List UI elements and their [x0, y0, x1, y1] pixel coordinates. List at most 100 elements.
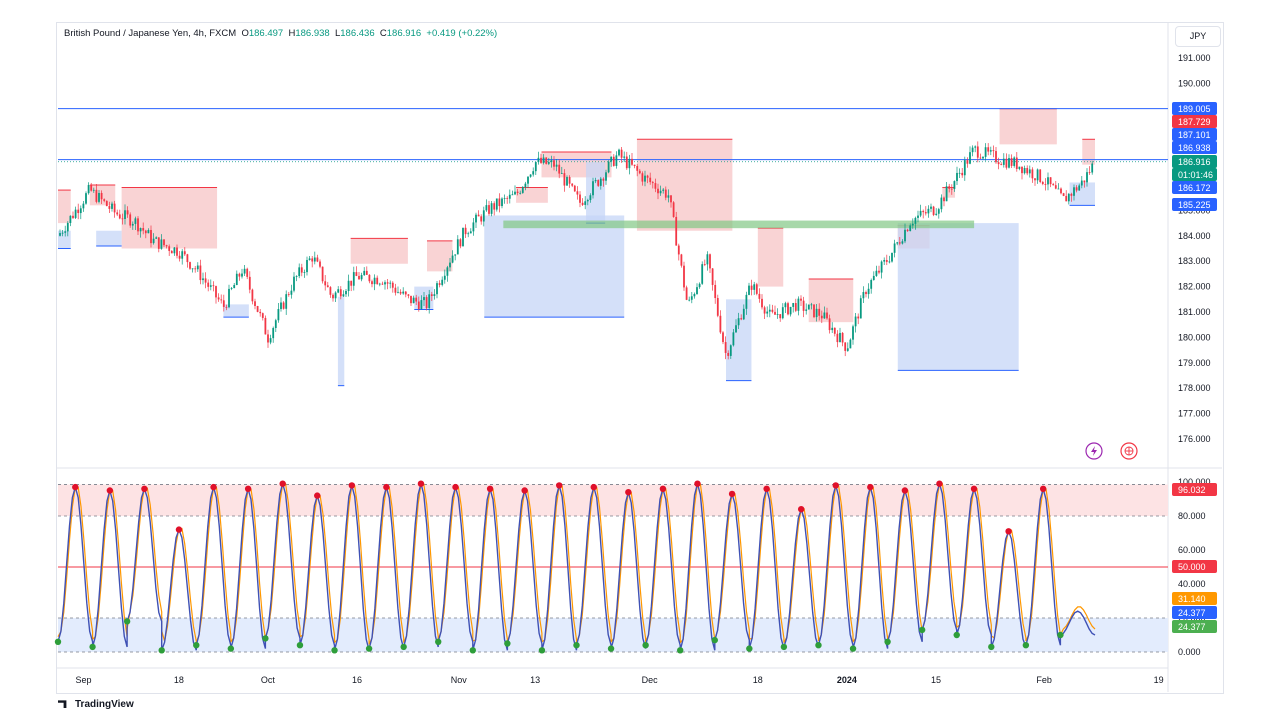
candle-body	[966, 160, 969, 164]
candle-body	[969, 152, 971, 164]
candle-body	[378, 283, 381, 285]
sell-signal-dot	[659, 485, 667, 492]
candle-body	[971, 147, 974, 153]
candle-body	[238, 273, 241, 277]
candle-body	[290, 290, 293, 295]
candle-body	[992, 150, 995, 152]
lightning-icon[interactable]	[1085, 442, 1103, 460]
candle-body	[126, 210, 129, 215]
supply-zone	[1082, 139, 1095, 165]
low-value: 186.436	[340, 28, 375, 39]
candle-body	[722, 332, 724, 343]
candle-body	[948, 186, 951, 189]
price-tick-label: 176.000	[1178, 434, 1211, 444]
candle-body	[555, 164, 558, 167]
candle-body	[706, 254, 709, 265]
candle-body	[732, 332, 735, 346]
candle-body	[859, 298, 862, 319]
candle-body	[745, 294, 748, 309]
sell-signal-dot	[244, 485, 252, 492]
candle-body	[690, 296, 693, 300]
price-badge-label: 186.172	[1178, 183, 1211, 193]
candle-body	[919, 210, 922, 216]
candle-body	[61, 232, 64, 234]
candle-body	[446, 267, 449, 276]
candle-body	[511, 194, 514, 196]
demand-zone	[96, 230, 122, 246]
sell-signal-dot	[141, 485, 148, 492]
candle-body	[308, 258, 311, 261]
candle-body	[828, 318, 831, 331]
candle-body	[599, 178, 602, 186]
candle-body	[625, 156, 628, 169]
candle-body	[1026, 167, 1029, 174]
buy-signal-dot	[365, 645, 373, 652]
candle-body	[831, 327, 834, 331]
candle-body	[332, 294, 334, 299]
candle-body	[958, 172, 961, 174]
candle-body	[277, 309, 280, 321]
candle-body	[719, 315, 722, 333]
candle-body	[493, 203, 496, 210]
candle-body	[893, 243, 896, 253]
candle-body	[672, 202, 675, 217]
candle-body	[758, 293, 761, 299]
candle-body	[477, 214, 480, 217]
candle-body	[586, 199, 589, 202]
candle-body	[631, 158, 633, 165]
candle-body	[693, 294, 696, 297]
candle-body	[358, 275, 360, 280]
candle-body	[623, 156, 626, 158]
candle-body	[787, 303, 789, 315]
candle-body	[984, 147, 987, 157]
candle-body	[997, 162, 1000, 165]
buy-signal-dot	[677, 647, 684, 654]
candle-body	[1047, 177, 1049, 185]
candle-body	[974, 146, 977, 148]
candle-body	[810, 304, 813, 306]
buy-signal-dot	[504, 640, 511, 647]
candle-body	[1002, 158, 1005, 165]
candle-body	[287, 294, 290, 295]
buy-signal-dot	[642, 642, 649, 649]
candle-body	[189, 262, 191, 269]
buy-signal-dot	[435, 638, 442, 645]
price-badge	[1172, 181, 1217, 194]
globe-icon[interactable]	[1120, 442, 1138, 460]
price-tick-label: 179.000	[1178, 358, 1211, 368]
candle-body	[963, 160, 966, 176]
candle-body	[638, 170, 641, 174]
candle-body	[771, 309, 774, 312]
time-tick-label: 15	[931, 675, 941, 685]
candle-body	[516, 191, 519, 193]
sell-signal-dot	[486, 485, 494, 492]
candle-body	[841, 332, 844, 343]
candle-body	[1018, 166, 1021, 169]
candle-body	[802, 300, 805, 311]
sell-signal-dot	[728, 490, 736, 498]
candle-body	[953, 181, 956, 189]
osc-tick-label: 60.000	[1178, 545, 1206, 555]
candle-body	[917, 215, 919, 218]
candle-body	[560, 173, 563, 174]
candle-body	[1070, 193, 1073, 196]
tradingview-logo[interactable]: TradingView	[58, 699, 134, 710]
candle-body	[519, 192, 522, 194]
candle-body	[716, 298, 719, 316]
candle-body	[1008, 158, 1010, 168]
currency-button[interactable]: JPY	[1175, 26, 1221, 47]
candle-body	[612, 156, 615, 166]
buy-signal-dot	[54, 638, 62, 645]
candle-body	[311, 258, 314, 262]
candle-body	[313, 257, 316, 262]
candle-body	[896, 242, 899, 244]
candle-body	[550, 160, 553, 163]
candle-body	[724, 342, 727, 353]
candle-body	[241, 273, 243, 277]
sell-signal-dot	[72, 483, 79, 491]
candle-body	[698, 283, 701, 288]
candle-body	[368, 274, 371, 282]
candle-body	[412, 297, 415, 304]
candle-body	[844, 342, 847, 351]
